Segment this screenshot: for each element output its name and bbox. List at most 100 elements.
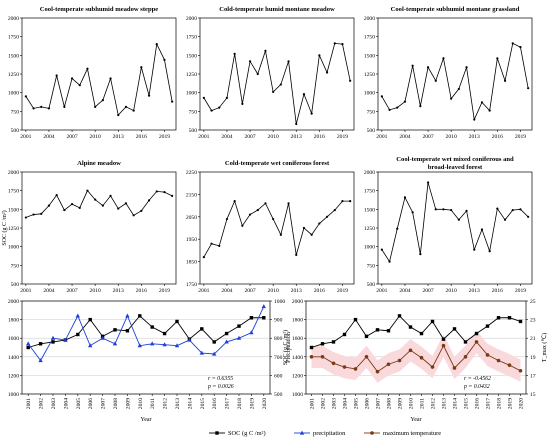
panel-3: Cool-temperate subhumid montane grasslan…	[364, 6, 533, 140]
y-tick-label: 1200	[292, 373, 303, 379]
y-tick-label: 1500	[186, 53, 197, 59]
y2-tick-label: 700	[274, 355, 283, 361]
series-marker	[430, 365, 435, 369]
series-marker	[452, 327, 457, 331]
series-marker	[75, 313, 80, 318]
data-point	[241, 102, 244, 105]
data-point	[527, 215, 530, 218]
data-point	[287, 202, 290, 205]
y2-tick-label: 1000	[274, 299, 285, 305]
series-marker	[474, 331, 479, 336]
series-marker	[331, 361, 336, 366]
data-point	[295, 253, 298, 256]
data-point	[124, 202, 128, 205]
data-point	[163, 191, 166, 194]
plot-frame	[377, 17, 533, 131]
data-point	[396, 227, 399, 230]
data-point	[434, 79, 437, 82]
data-point	[78, 84, 81, 87]
data-point	[519, 46, 522, 49]
x-tick-label: 2020	[262, 398, 268, 409]
data-point	[32, 213, 35, 216]
x-axis-label: Year	[140, 417, 151, 423]
data-point	[310, 233, 313, 236]
x-tick-label: 2020	[519, 398, 525, 409]
data-point	[248, 213, 252, 216]
series-marker	[63, 337, 68, 342]
y-tick-label: 1800	[292, 318, 303, 324]
series-marker	[386, 362, 391, 367]
series-marker	[320, 342, 325, 346]
x-tick-label: 2010	[138, 398, 144, 409]
x-tick-label: 2013	[291, 288, 302, 294]
data-point	[202, 256, 205, 259]
series-marker	[261, 304, 266, 309]
series-line-0	[311, 315, 521, 348]
data-point	[147, 94, 151, 97]
data-point	[70, 203, 74, 206]
data-point	[411, 211, 414, 214]
x-tick-label: 2001	[310, 398, 316, 409]
data-point	[233, 52, 236, 55]
series-marker	[150, 341, 155, 346]
y-tick-label: 2000	[364, 16, 375, 22]
y-tick-label: 500	[11, 128, 20, 134]
data-point	[333, 42, 336, 45]
x-tick-label: 2016	[492, 134, 503, 140]
y2-tick-label: 900	[274, 318, 283, 324]
data-point	[55, 194, 58, 197]
y-tick-label: 1000	[8, 91, 19, 97]
soc-line	[203, 42, 351, 125]
data-point	[403, 100, 407, 103]
y-tick-label: 750	[11, 263, 20, 269]
x-tick-label: 2019	[249, 398, 255, 409]
x-tick-label: 2005	[354, 398, 360, 409]
series-marker	[150, 325, 154, 329]
y-axis-label: SOC (g C /m²)	[1, 210, 8, 245]
data-point	[302, 226, 306, 230]
y-tick-label: 750	[367, 109, 376, 115]
y2-tick-label: 25	[530, 299, 536, 305]
series-marker	[331, 340, 336, 344]
x-tick-label: 2003	[332, 398, 338, 409]
data-point	[527, 87, 530, 90]
series-marker	[125, 329, 130, 333]
panel-title: Cold-temperate humid montane meadow	[219, 6, 335, 13]
series-marker	[100, 335, 105, 340]
data-point	[101, 99, 104, 102]
y-tick-label: 2000	[364, 170, 375, 176]
plot-frame	[21, 171, 177, 285]
data-point	[256, 72, 259, 76]
data-point	[233, 200, 236, 203]
x-tick-label: 2012	[431, 398, 437, 409]
y-tick-label: 500	[189, 128, 198, 134]
series-marker	[138, 314, 142, 318]
data-point	[86, 189, 89, 192]
y-tick-label: 2000	[8, 16, 19, 22]
data-point	[117, 113, 120, 117]
series-marker	[38, 342, 43, 346]
data-point	[202, 96, 205, 99]
series-marker	[518, 368, 523, 373]
series-marker	[463, 340, 468, 344]
x-tick-label: 2007	[422, 134, 433, 140]
series-marker	[452, 366, 457, 370]
data-point	[465, 209, 468, 212]
series-marker	[342, 365, 347, 369]
x-tick-label: 2016	[136, 134, 147, 140]
legend-marker	[299, 430, 305, 435]
data-point	[94, 105, 97, 108]
x-tick-label: 2007	[376, 398, 382, 409]
data-point	[218, 244, 221, 248]
data-point	[40, 105, 43, 108]
y-tick-label: 2000	[186, 16, 197, 22]
x-tick-label: 2019	[337, 288, 348, 294]
series-marker	[408, 348, 413, 353]
data-point	[434, 208, 437, 211]
data-point	[488, 250, 491, 253]
data-point	[155, 43, 158, 46]
x-tick-label: 2017	[486, 398, 492, 409]
panel-title: Cool-temperate wet mixed coniferous and b…	[396, 156, 514, 171]
y-tick-label: 500	[367, 128, 376, 134]
panel-4: Alpine meadow 500 750 1000 1250 1500 1750 2000 2…	[1, 160, 177, 294]
